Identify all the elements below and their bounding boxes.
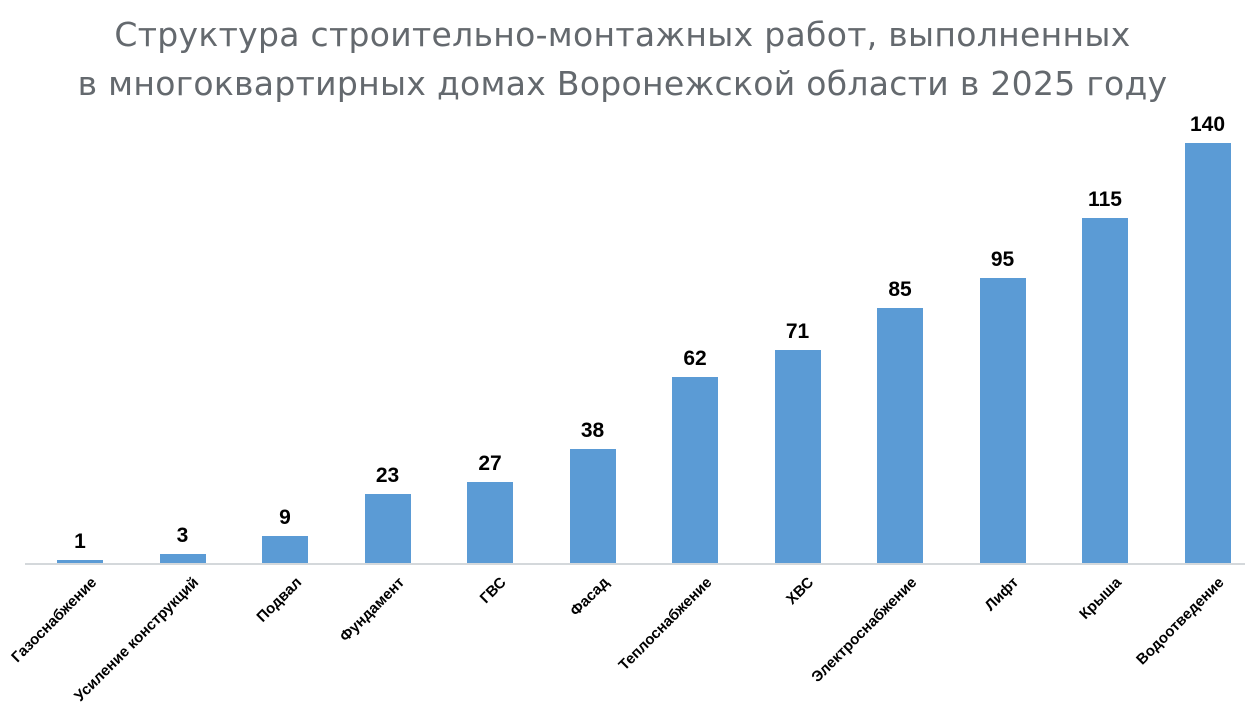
bar-value-label: 1 [74,530,86,553]
x-axis-category-label: Подвал [253,574,306,626]
bar-value-label: 71 [785,320,810,343]
chart-title-line1: Структура строительно-монтажных работ, в… [114,15,1131,54]
bar-value-label: 85 [888,278,912,301]
x-axis-category-label: Фундамент [336,574,408,646]
bar-value-label: 23 [375,464,400,487]
bar [774,350,821,563]
x-axis-category-label: ХВС [783,574,818,609]
bar [1082,218,1128,563]
x-axis-category-label: Лифт [982,574,1023,615]
bar [672,377,718,563]
bar-value-label: 3 [176,524,189,547]
bar-value-label: 9 [279,506,291,529]
bar-value-label: 140 [1189,113,1226,136]
bar [979,278,1026,563]
bar [1184,143,1231,563]
x-axis-category-label: Крыша [1076,574,1126,623]
bar-value-label: 27 [478,452,502,475]
bar [262,536,308,563]
x-axis-category-label: Электроснабжение [808,574,921,686]
bar-value-label: 62 [683,347,707,370]
bar [159,554,206,563]
x-axis-category-label: Газоснабжение [8,574,101,666]
chart-title: Структура строительно-монтажных работ, в… [0,10,1245,108]
bar [467,482,513,563]
chart-title-line2: в многоквартирных домах Воронежской обла… [77,64,1168,103]
x-axis-line [25,563,1245,565]
bar-value-label: 95 [990,248,1015,271]
x-axis-category-label: Теплоснабжение [615,574,716,674]
bar [57,560,103,563]
x-axis-category-label: Водоотведение [1133,574,1228,669]
bar [877,308,923,563]
x-axis-category-label: Фасад [566,574,613,620]
bar [569,449,616,563]
bar-value-label: 38 [580,419,605,442]
bar-value-label: 115 [1088,188,1122,211]
bar [364,494,411,563]
x-axis-category-label: ГВС [477,574,511,607]
